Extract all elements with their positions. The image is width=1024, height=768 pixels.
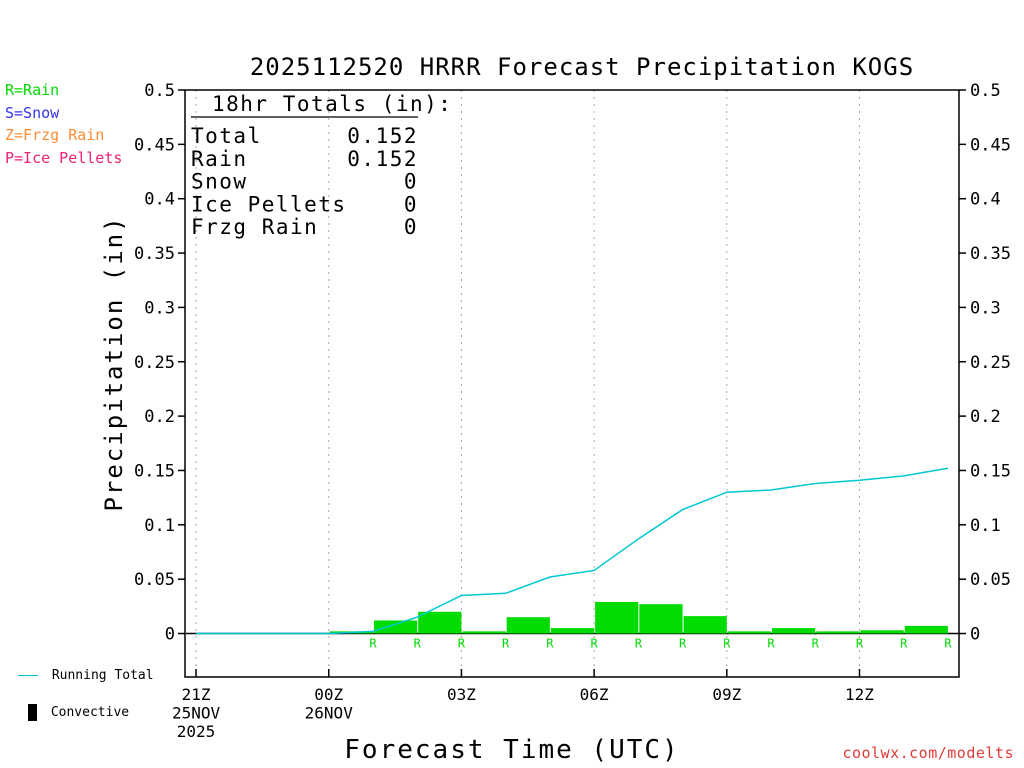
chart-title: 2025112520 HRRR Forecast Precipitation K… — [250, 53, 914, 81]
ptype-marker: R — [767, 637, 775, 651]
ptype-marker: R — [812, 637, 820, 651]
precip-bar — [772, 628, 816, 634]
totals-row-label: Total — [191, 124, 262, 148]
running-total-line — [196, 467, 949, 635]
y-tick-label-right: 0.1 — [970, 516, 1001, 536]
precip-bar — [860, 630, 904, 634]
x-tick-label: 09Z — [712, 685, 741, 704]
x-tick-label: 03Z — [447, 685, 476, 704]
totals-row-label: Rain — [191, 147, 248, 171]
y-tick-label-left: 0.25 — [134, 353, 175, 373]
y-tick-label-right: 0.15 — [970, 461, 1011, 481]
y-tick-label-right: 0.05 — [970, 570, 1011, 590]
legend-convective: Convective — [18, 704, 129, 721]
ptype-marker: R — [944, 637, 952, 651]
precip-bar — [683, 616, 727, 634]
y-tick-label-right: 0.5 — [970, 81, 1001, 101]
y-tick-label-right: 0 — [970, 625, 980, 645]
ptype-marker: R — [590, 637, 598, 651]
totals-row-label: Snow — [191, 170, 248, 194]
precip-bar — [462, 631, 506, 634]
x-tick-label: 25NOV — [172, 704, 221, 723]
ptype-marker: R — [414, 637, 422, 651]
y-tick-label-left: 0.05 — [134, 570, 175, 590]
y-tick-label-right: 0.35 — [970, 244, 1011, 264]
y-tick-label-right: 0.3 — [970, 298, 1001, 318]
ptype-marker: R — [369, 637, 377, 651]
plot-frame — [184, 89, 960, 678]
totals-row-value: 0 — [404, 192, 418, 216]
x-tick-label: 2025 — [177, 722, 216, 741]
x-tick-label: 06Z — [580, 685, 609, 704]
ptype-marker: R — [546, 637, 554, 651]
precip-bar — [506, 617, 550, 634]
running-total-swatch — [18, 675, 38, 676]
totals-row-label: Frzg Rain — [191, 215, 318, 239]
ptype-legend-item: P=Ice Pellets — [5, 148, 123, 167]
y-tick-label-right: 0.25 — [970, 353, 1011, 373]
convective-swatch — [28, 704, 37, 721]
totals-row-value: 0 — [404, 170, 418, 194]
y-tick-label-left: 0.2 — [144, 407, 175, 427]
y-tick-label-left: 0.45 — [134, 135, 175, 155]
totals-header: 18hr Totals (in): — [212, 92, 452, 116]
ptype-marker: R — [502, 637, 510, 651]
precip-bar — [639, 604, 683, 634]
y-tick-label-left: 0.1 — [144, 516, 175, 536]
source-credit: coolwx.com/modelts — [842, 744, 1014, 762]
ptype-marker: R — [458, 637, 466, 651]
totals-row-value: 0.152 — [347, 147, 418, 171]
totals-row-label: Ice Pellets — [191, 192, 347, 216]
ptype-marker: R — [635, 637, 643, 651]
precip-bar — [595, 601, 639, 634]
x-tick-label: 12Z — [845, 685, 874, 704]
x-tick-label: 21Z — [182, 685, 211, 704]
y-tick-label-right: 0.4 — [970, 190, 1001, 210]
y-tick-label-left: 0.35 — [134, 244, 175, 264]
running-total-label: Running Total — [51, 668, 154, 683]
precip-bar — [727, 631, 772, 634]
ptype-legend-item: R=Rain — [5, 81, 60, 99]
y-tick-label-left: 0.4 — [144, 190, 175, 210]
x-axis-label: Forecast Time (UTC) — [344, 735, 679, 765]
totals-row-value: 0.152 — [347, 124, 418, 148]
precip-bar — [418, 611, 462, 634]
y-tick-label-right: 0.45 — [970, 135, 1011, 155]
ptype-marker: R — [679, 637, 687, 651]
ptype-legend-item: S=Snow — [5, 103, 60, 122]
precip-bar — [373, 620, 418, 634]
y-tick-label-left: 0 — [165, 625, 175, 645]
y-tick-label-left: 0.15 — [134, 461, 175, 481]
y-tick-label-left: 0.5 — [144, 81, 175, 101]
convective-label: Convective — [50, 705, 130, 720]
y-tick-label-left: 0.3 — [144, 298, 175, 318]
legend-running-total: Running Total — [18, 668, 154, 683]
ptype-marker: R — [723, 637, 731, 651]
x-tick-label: 00Z — [314, 685, 343, 704]
x-tick-label: 26NOV — [305, 704, 354, 723]
ptype-legend-item: Z=Frzg Rain — [5, 126, 105, 144]
ptype-marker: R — [856, 637, 864, 651]
precip-bar — [904, 625, 948, 634]
precip-bar — [816, 631, 860, 634]
ptype-marker: R — [900, 637, 908, 651]
y-tick-label-right: 0.2 — [970, 407, 1001, 427]
totals-row-value: 0 — [404, 215, 418, 239]
y-axis-label: Precipitation (in) — [100, 215, 128, 511]
precip-bar — [550, 628, 595, 634]
